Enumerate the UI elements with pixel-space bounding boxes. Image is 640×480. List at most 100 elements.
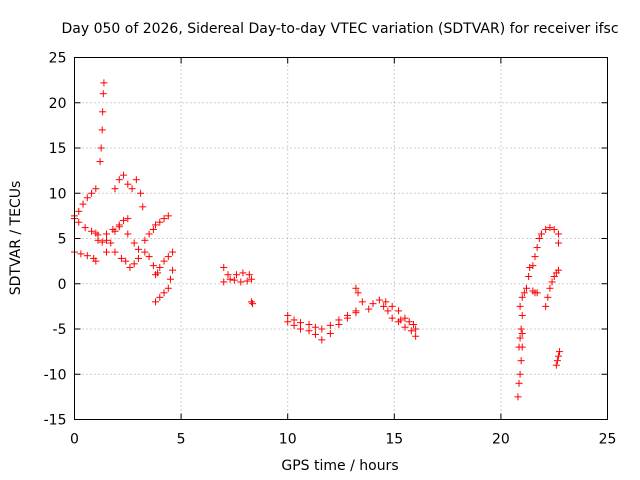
data-point [224,271,232,279]
data-point [522,284,530,292]
data-point [556,348,564,356]
data-point [164,253,172,261]
x-tick-label: 5 [177,432,186,448]
data-point [166,275,174,283]
data-point [296,325,304,333]
grid [74,57,608,420]
data-point [145,253,153,261]
data-point [107,239,115,247]
data-point [160,257,168,265]
data-point [554,352,562,360]
data-point [550,225,558,233]
y-tick-label: 20 [49,96,67,112]
data-point [516,334,524,342]
data-point [554,230,562,238]
data-point [122,257,130,265]
data-point [149,225,157,233]
data-point [533,244,541,252]
data-point [102,248,110,256]
data-point [412,325,420,333]
y-tick-label: 25 [49,51,67,67]
data-point [517,357,525,365]
data-point [537,230,545,238]
data-point [284,311,292,319]
data-point [149,262,157,270]
data-point [525,273,533,281]
data-point [130,260,138,268]
data-points [71,79,564,401]
data-point [245,271,253,279]
data-point [237,278,245,286]
data-point [92,257,100,265]
data-point [388,302,396,310]
data-point [220,278,228,286]
x-tick-label: 10 [279,432,297,448]
data-point [134,245,142,253]
data-point [111,185,119,193]
y-tick-label: 0 [58,277,67,293]
data-point [352,284,360,292]
data-point [397,316,405,324]
data-point [139,203,147,211]
data-point [365,305,373,313]
x-axis-label: GPS time / hours [281,458,398,474]
data-point [124,180,132,188]
x-tick-label: 25 [599,432,617,448]
data-point [102,230,110,238]
data-point [156,263,164,271]
data-point [535,235,543,242]
x-tick-label: 0 [70,432,79,448]
data-point [124,230,132,238]
data-point [546,284,554,292]
y-tick-label: 15 [49,141,67,157]
data-point [296,319,304,327]
data-point [395,307,403,315]
data-point [152,298,160,306]
data-point [169,266,177,274]
data-point [518,293,526,301]
data-point [239,269,247,277]
data-point [156,218,164,226]
data-point [515,343,523,351]
data-point [117,254,125,262]
data-point [518,311,526,319]
data-point [358,298,366,306]
data-point [98,238,106,246]
y-tick-label: 5 [58,232,67,248]
data-point [405,318,413,326]
data-point [514,393,522,401]
data-point [550,273,558,281]
data-point [290,321,298,329]
data-point [88,227,96,235]
data-point [75,207,83,215]
data-point [141,248,149,256]
data-point [156,293,164,301]
data-point [81,224,89,232]
data-point [531,253,539,261]
data-point [77,250,85,258]
data-point [97,144,105,152]
data-point [160,289,168,297]
y-tick-label: -10 [44,367,67,383]
data-point [132,176,140,184]
data-point [128,185,136,193]
data-point [152,221,160,229]
data-point [407,327,415,335]
data-point [412,332,420,340]
data-point [141,236,149,244]
data-point [152,271,160,279]
data-point [546,224,554,232]
data-point [169,248,177,256]
data-point [102,236,110,244]
axis-ticks: 0 5 10 15 20 25 -15 -10 -5 0 5 10 15 20 25 [44,51,617,448]
data-point [92,185,100,193]
data-point [305,327,313,335]
plot-area [74,57,608,420]
data-point [375,296,383,304]
data-point [164,212,172,220]
data-point [526,263,534,271]
data-point [94,236,102,244]
data-point [98,126,106,134]
data-point [83,194,91,202]
